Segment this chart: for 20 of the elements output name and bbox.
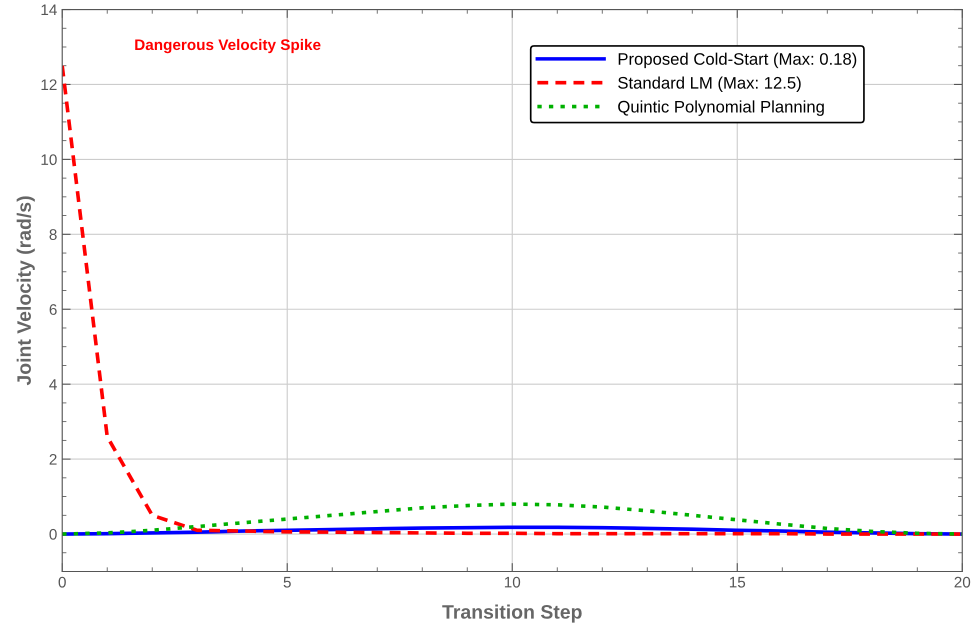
y-tick-label: 6 <box>50 304 57 315</box>
legend-label: Proposed Cold-Start (Max: 0.18) <box>618 52 856 68</box>
line-series <box>62 502 962 536</box>
y-axis-title: Joint Velocity (rad/s) <box>16 196 35 386</box>
annotation: Dangerous Velocity Spike <box>135 38 320 54</box>
x-tick-label: 15 <box>730 576 746 588</box>
y-tick-label: 10 <box>42 154 57 166</box>
x-tick-label: 5 <box>284 576 291 588</box>
x-axis-title: Transition Step <box>442 604 582 623</box>
y-tick-label: 12 <box>42 79 57 90</box>
x-tick-label: 0 <box>58 576 66 588</box>
y-tick-label: 0 <box>49 528 57 540</box>
y-tick-label: 2 <box>50 454 57 465</box>
legend-label: Standard LM (Max: 12.5) <box>618 76 801 92</box>
y-tick-label: 8 <box>50 229 57 240</box>
legend-label: Quintic Polynomial Planning <box>618 100 824 116</box>
x-tick-label: 10 <box>504 576 520 588</box>
x-tick-label: 20 <box>954 576 970 588</box>
y-tick-label: 14 <box>42 4 57 16</box>
y-tick-label: 4 <box>49 379 57 390</box>
